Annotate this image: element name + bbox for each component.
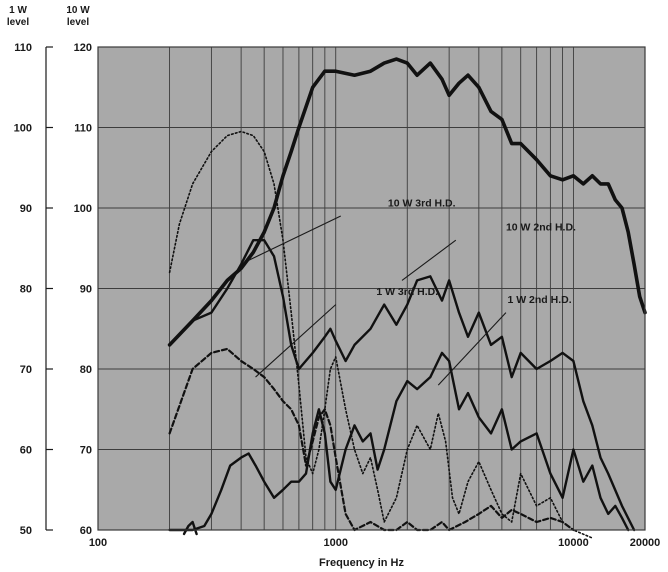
series-line-1 (167, 57, 647, 347)
scale-1w-tick-label: 50 (20, 525, 32, 537)
grid-lines (98, 47, 645, 530)
annotation-label-3: 1 W 3rd H.D. (376, 286, 438, 298)
annotation-leader-3 (255, 304, 337, 378)
scale-1w-tick-label: 70 (20, 364, 32, 376)
annotation-label-2: 10 W 2nd H.D. (506, 222, 576, 234)
annotation-leader-2 (401, 239, 457, 281)
annotation-leader-1 (248, 215, 341, 261)
plot-border (97, 46, 646, 531)
axis-header-10w: level (67, 17, 89, 28)
axis-header-1w: level (7, 17, 29, 28)
scale-10w-tick-label: 110 (74, 123, 92, 135)
scale-10w-tick-label: 120 (74, 42, 92, 54)
x-tick-label: 1000 (323, 537, 347, 549)
scale-1w-tick-label: 60 (20, 445, 32, 457)
series-line-2 (168, 239, 636, 532)
scale-1w-tick-label: 90 (20, 203, 32, 215)
annotation-label-4: 1 W 2nd H.D. (507, 294, 571, 306)
series-line-3 (168, 130, 594, 539)
x-tick-label: 10000 (558, 537, 589, 549)
series-line-5 (168, 351, 630, 532)
scale-1w-tick-label: 100 (14, 123, 32, 135)
scale-10w-tick-label: 70 (80, 445, 92, 457)
axis-header-10w: 10 W (66, 5, 90, 16)
scale-10w-tick-label: 90 (80, 284, 92, 296)
annotation-leader-4 (437, 312, 507, 386)
x-axis-label: Frequency in Hz (319, 557, 404, 569)
scale-1w-tick-label: 110 (14, 42, 32, 54)
scale-10w-tick-label: 60 (80, 525, 92, 537)
x-tick-label: 20000 (630, 537, 661, 549)
x-tick-label: 100 (89, 537, 107, 549)
scale-1w-tick-label: 80 (20, 284, 32, 296)
annotation-label-1: 10 W 3rd H.D. (388, 197, 456, 209)
scale-10w-tick-label: 80 (80, 364, 92, 376)
scale-10w-tick-label: 100 (74, 203, 92, 215)
axis-header-1w: 1 W (9, 5, 27, 16)
annotations-group: 10 W 3rd H.D. 10 W 2nd H.D. 1 W 3rd H.D. 1 … (248, 197, 576, 386)
